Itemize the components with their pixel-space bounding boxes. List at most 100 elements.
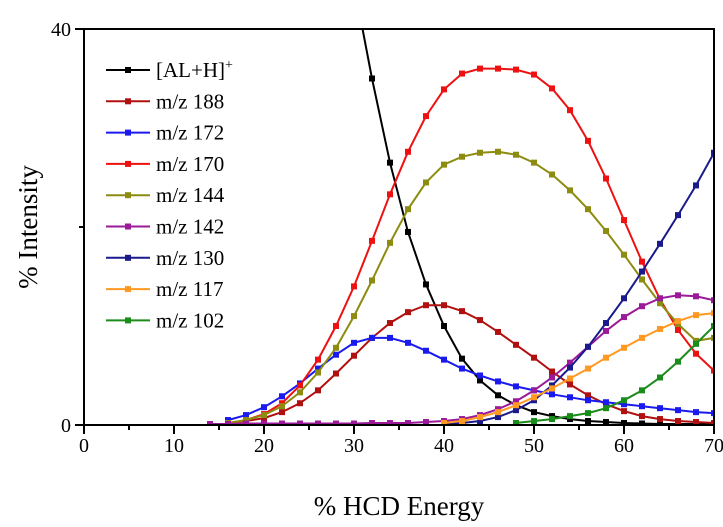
- data-point: [657, 374, 663, 381]
- series-line: [443, 312, 714, 424]
- data-point: [459, 418, 465, 425]
- data-point: [675, 418, 681, 425]
- data-point: [369, 75, 375, 82]
- data-point: [423, 419, 429, 425]
- data-point: [711, 420, 714, 425]
- data-point: [423, 179, 429, 186]
- legend-item: m/z 144: [106, 183, 225, 207]
- x-tick-label: 30: [344, 435, 364, 457]
- data-point: [693, 419, 699, 425]
- legend-label: m/z 144: [156, 183, 225, 207]
- legend-marker: [125, 98, 131, 105]
- data-point: [351, 339, 357, 346]
- data-point: [459, 308, 465, 315]
- data-point: [441, 323, 447, 329]
- data-point: [621, 217, 627, 224]
- data-point: [405, 206, 411, 213]
- data-point: [369, 237, 375, 244]
- data-point: [513, 398, 519, 405]
- data-point: [495, 409, 501, 416]
- y-axis-title: % Intensity: [13, 165, 43, 289]
- data-point: [531, 418, 537, 425]
- legend-item: m/z 142: [106, 215, 224, 239]
- data-point: [603, 320, 609, 327]
- x-tick-label: 60: [614, 435, 634, 457]
- data-point: [603, 175, 609, 182]
- data-point: [459, 355, 465, 362]
- data-point: [603, 419, 609, 425]
- data-point: [495, 328, 501, 335]
- data-point: [513, 66, 519, 73]
- data-point: [441, 356, 447, 363]
- data-point: [621, 344, 627, 351]
- legend-item: m/z 188: [106, 89, 224, 113]
- data-point: [549, 391, 555, 398]
- series-line: [227, 336, 714, 422]
- x-tick-label: 0: [79, 435, 89, 457]
- data-point: [693, 340, 699, 347]
- data-point: [513, 420, 519, 425]
- data-point: [639, 258, 645, 265]
- data-point: [567, 413, 573, 420]
- data-point: [621, 401, 627, 408]
- data-point: [513, 341, 519, 348]
- y-tick-label: 40: [51, 19, 71, 41]
- data-point: [603, 327, 609, 334]
- legend-label: m/z 117: [156, 277, 223, 301]
- data-point: [477, 418, 483, 425]
- data-point: [693, 312, 699, 319]
- legend-label: m/z 130: [156, 246, 224, 270]
- data-point: [603, 405, 609, 412]
- data-point: [459, 153, 465, 160]
- data-point: [549, 85, 555, 92]
- data-point: [225, 421, 231, 425]
- data-point: [711, 297, 714, 304]
- data-point: [603, 354, 609, 361]
- data-point: [405, 420, 411, 425]
- data-point: [495, 65, 501, 72]
- data-point: [459, 365, 465, 372]
- data-point: [351, 313, 357, 320]
- data-point: [585, 392, 591, 399]
- data-point: [621, 408, 627, 415]
- series-8: [513, 323, 714, 425]
- legend-item: m/z 170: [106, 152, 224, 176]
- data-point: [657, 421, 663, 425]
- data-point: [675, 358, 681, 365]
- data-point: [441, 161, 447, 168]
- data-point: [333, 351, 339, 358]
- data-point: [585, 343, 591, 350]
- data-point: [423, 113, 429, 120]
- data-point: [567, 107, 573, 114]
- data-point: [585, 365, 591, 372]
- data-point: [297, 382, 303, 389]
- data-point: [297, 400, 303, 407]
- legend-item: m/z 117: [106, 277, 223, 301]
- data-point: [495, 414, 501, 421]
- series-1: [225, 302, 714, 425]
- data-point: [567, 364, 573, 371]
- data-point: [297, 420, 303, 425]
- data-point: [531, 159, 537, 166]
- data-point: [675, 318, 681, 325]
- data-point: [333, 370, 339, 377]
- data-point: [585, 410, 591, 417]
- data-point: [549, 374, 555, 381]
- series-line: [227, 67, 714, 424]
- data-point: [585, 137, 591, 144]
- data-point: [711, 410, 714, 417]
- legend-label: m/z 170: [156, 152, 224, 176]
- data-point: [441, 302, 447, 309]
- legend-item: m/z 130: [106, 246, 224, 270]
- data-point: [423, 347, 429, 354]
- x-tick-label: 10: [164, 435, 184, 457]
- data-point: [639, 268, 645, 275]
- data-point: [513, 402, 519, 409]
- data-point: [585, 206, 591, 213]
- data-point: [603, 399, 609, 406]
- data-point: [567, 359, 573, 366]
- data-point: [405, 339, 411, 346]
- series-7: [441, 310, 714, 425]
- series-2: [225, 334, 714, 424]
